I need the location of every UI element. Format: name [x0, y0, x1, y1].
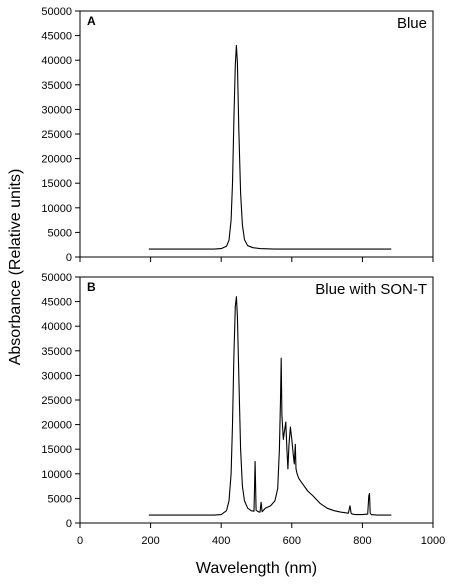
y-tick-label: 15000: [41, 444, 72, 456]
x-tick-label: 400: [212, 535, 230, 547]
y-tick-label: 20000: [41, 154, 72, 166]
y-tick-label: 20000: [41, 420, 72, 432]
y-tick-label: 10000: [41, 469, 72, 481]
y-tick-label: 50000: [41, 6, 72, 18]
y-tick-label: 25000: [41, 395, 72, 407]
x-tick-label: 0: [77, 535, 83, 547]
y-tick-label: 0: [66, 518, 72, 530]
y-tick-label: 15000: [41, 178, 72, 190]
y-tick-label: 35000: [41, 346, 72, 358]
panel-letter: A: [87, 14, 96, 28]
spectrum-line: [148, 296, 392, 516]
y-tick-label: 50000: [41, 272, 72, 284]
y-tick-label: 5000: [48, 227, 72, 239]
y-tick-label: 35000: [41, 80, 72, 92]
y-tick-label: 30000: [41, 104, 72, 116]
panel-label: Blue with SON-T: [315, 281, 427, 298]
panel-letter: B: [87, 280, 96, 294]
plot-frame: [79, 276, 434, 524]
x-tick-label: 600: [283, 535, 301, 547]
y-tick-label: 30000: [41, 370, 72, 382]
y-axis-title: Absorbance (Relative units): [7, 169, 24, 366]
panel-label: Blue: [397, 15, 427, 32]
y-tick-label: 0: [66, 252, 72, 264]
y-tick-label: 45000: [41, 297, 72, 309]
y-tick-label: 40000: [41, 55, 72, 67]
spectrum-line: [148, 44, 392, 250]
y-tick-label: 25000: [41, 129, 72, 141]
y-tick-label: 10000: [41, 203, 72, 215]
x-tick-label: 800: [353, 535, 371, 547]
x-tick-label: 200: [141, 535, 159, 547]
y-tick-label: 5000: [48, 493, 72, 505]
y-tick-label: 45000: [41, 31, 72, 43]
plot-frame: [79, 10, 434, 258]
y-tick-label: 40000: [41, 321, 72, 333]
x-axis-title: Wavelength (nm): [196, 560, 317, 577]
x-tick-label: 1000: [421, 535, 445, 547]
